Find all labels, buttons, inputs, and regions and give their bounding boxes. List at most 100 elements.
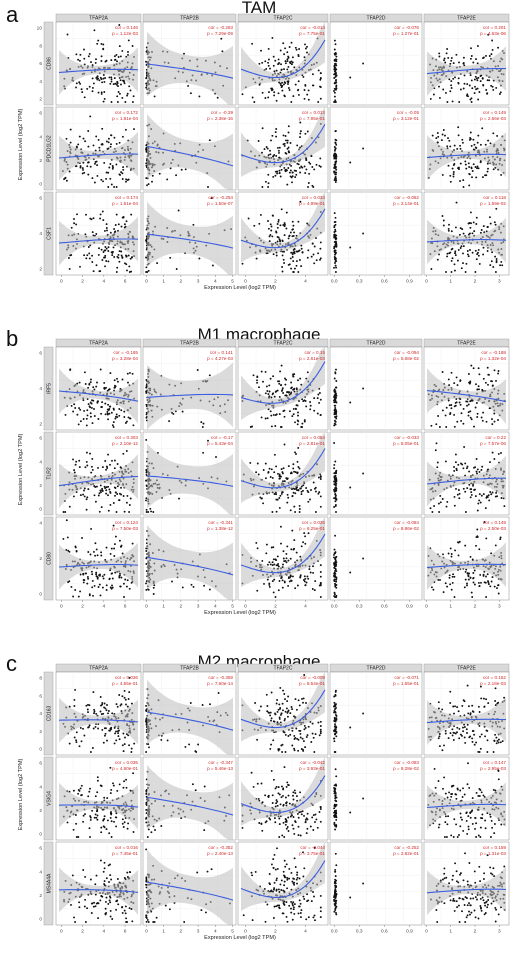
data-point (278, 382, 281, 385)
cor-label: cor = -0.033 (394, 435, 419, 440)
data-point (312, 736, 315, 739)
y-tick-label: 2 (39, 422, 42, 428)
data-point (112, 166, 114, 169)
data-point (269, 67, 271, 70)
data-point (277, 63, 280, 66)
data-point (202, 422, 205, 425)
data-point (472, 138, 475, 141)
fit-line (426, 153, 507, 159)
data-point (335, 72, 337, 75)
confidence-band (147, 443, 233, 515)
data-point (91, 86, 94, 89)
data-point (267, 471, 270, 474)
data-point (107, 137, 110, 140)
y-tick-label: 4 (39, 79, 42, 85)
data-point (267, 47, 270, 50)
data-point (431, 511, 434, 513)
data-point (471, 232, 474, 235)
data-point (493, 458, 496, 460)
cor-label: cor = 0.141 (210, 350, 234, 355)
data-point (293, 169, 296, 172)
confidence-band (427, 217, 506, 265)
fit-line (240, 124, 326, 164)
data-point (458, 233, 461, 236)
data-point (334, 228, 337, 231)
data-point (126, 94, 129, 97)
data-point (464, 544, 467, 547)
confidence-band (59, 216, 138, 266)
data-point (279, 494, 282, 497)
data-point (109, 491, 112, 493)
data-point (318, 392, 321, 394)
data-point (435, 442, 438, 445)
data-point (333, 463, 336, 466)
data-point (467, 162, 470, 165)
data-point (106, 704, 108, 706)
data-point (189, 92, 192, 95)
data-point (335, 60, 338, 63)
data-point (465, 400, 468, 403)
data-point (112, 246, 115, 249)
data-point (477, 502, 480, 505)
data-point (125, 180, 127, 183)
data-point (285, 557, 288, 560)
data-point (220, 37, 223, 40)
data-point (449, 62, 452, 65)
data-point (75, 53, 78, 56)
data-point (101, 406, 103, 408)
data-point (287, 465, 290, 468)
data-point (333, 146, 336, 148)
data-point (286, 501, 289, 504)
data-point (269, 223, 272, 226)
data-point (334, 177, 337, 180)
data-point (472, 484, 474, 487)
data-point (112, 524, 115, 527)
data-point (126, 92, 129, 95)
data-point (268, 240, 271, 243)
data-point (492, 168, 495, 171)
data-point (64, 413, 67, 416)
data-point (207, 439, 209, 442)
data-point (96, 381, 98, 384)
data-point (310, 741, 313, 743)
data-point (97, 727, 100, 730)
data-point (123, 689, 126, 692)
data-point (312, 481, 315, 484)
data-point (99, 710, 102, 713)
confidence-band (147, 362, 233, 430)
data-point (280, 542, 282, 545)
cor-label: cor = 0.034 (302, 195, 326, 200)
data-point (298, 166, 301, 169)
data-point (462, 232, 465, 235)
data-point (272, 253, 275, 256)
data-point (89, 412, 92, 415)
data-point (88, 704, 91, 707)
data-point (198, 95, 201, 98)
facet-frame (329, 516, 423, 601)
data-point (444, 582, 447, 585)
fit-line (146, 63, 234, 79)
data-point (273, 395, 276, 398)
data-point (110, 78, 113, 81)
data-point (114, 535, 117, 538)
data-point (283, 142, 286, 145)
data-point (446, 500, 449, 503)
data-point (274, 174, 277, 177)
data-point (287, 584, 290, 587)
data-point (474, 249, 477, 252)
data-point (112, 421, 115, 424)
data-point (283, 693, 286, 695)
data-point (300, 545, 303, 548)
x-tick-label: 0.3 (356, 604, 363, 610)
data-point (453, 425, 456, 428)
data-point (91, 177, 94, 180)
data-point (435, 423, 438, 426)
data-point (280, 68, 283, 71)
data-point (334, 411, 336, 414)
data-point (275, 465, 278, 468)
data-point (319, 241, 322, 244)
data-point (279, 49, 282, 52)
data-point (115, 491, 117, 494)
data-point (128, 417, 131, 420)
